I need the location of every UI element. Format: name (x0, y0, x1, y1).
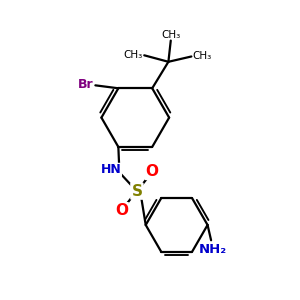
Text: S: S (131, 184, 142, 199)
Text: O: O (115, 203, 128, 218)
Text: HN: HN (100, 164, 122, 176)
Text: O: O (146, 164, 159, 179)
Text: CH₃: CH₃ (123, 50, 142, 60)
Text: CH₃: CH₃ (161, 30, 180, 40)
Text: Br: Br (78, 78, 93, 91)
Text: NH₂: NH₂ (199, 243, 226, 256)
Text: CH₃: CH₃ (193, 52, 212, 61)
